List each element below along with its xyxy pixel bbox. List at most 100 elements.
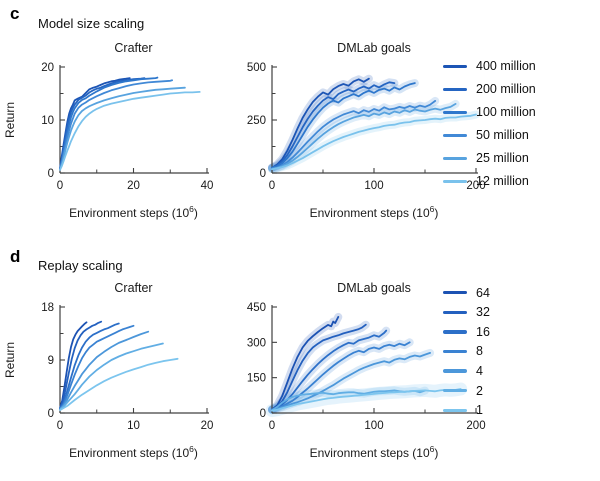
series-line-32 — [59, 320, 103, 410]
legend-swatch — [443, 179, 467, 184]
panel-d-letter: d — [10, 247, 21, 266]
legend-swatch — [443, 87, 467, 92]
y-tick-label: 150 — [247, 373, 266, 385]
x-tick-label: 0 — [57, 180, 63, 192]
legend-label: 4 — [476, 363, 483, 378]
series-line-200-million — [59, 77, 146, 170]
legend-swatch — [443, 64, 467, 69]
chart-c-dmlab: 0 250 500 0 100 200 DMLab goals Environment ste… — [247, 41, 486, 220]
legend-item: 4 — [443, 361, 490, 381]
y-tick-label: 450 — [247, 302, 266, 314]
legend-item: 400 million — [443, 55, 536, 78]
chart-title: DMLab goals — [337, 41, 411, 55]
y-tick-label: 0 — [48, 168, 54, 180]
legend-item: 100 million — [443, 101, 536, 124]
legend-item: 1 — [443, 401, 490, 421]
y-tick-label: 0 — [48, 408, 54, 420]
series-line-1 — [271, 388, 462, 412]
series-line-25-million — [271, 103, 457, 170]
series-line-8 — [271, 341, 411, 411]
x-tick-label: 100 — [364, 420, 383, 432]
legend-item: 12 million — [443, 170, 536, 193]
legend-swatch — [443, 408, 467, 413]
series-line-4 — [59, 330, 150, 411]
series-line-16 — [271, 329, 388, 411]
legend-swatch — [443, 310, 467, 315]
panel-d-subtitle: Replay scaling — [38, 258, 123, 273]
x-tick-label: 200 — [466, 180, 485, 192]
chart-title: Crafter — [114, 41, 152, 55]
legend-item: 8 — [443, 342, 490, 362]
legend-item: 50 million — [443, 124, 536, 147]
legend-swatch — [443, 389, 467, 393]
series-line-12-million — [271, 113, 477, 171]
y-tick-label: 18 — [41, 302, 54, 314]
legend-swatch — [443, 291, 467, 295]
series-line-25-million — [59, 86, 186, 171]
chart-d-dmlab: 0 150 300 450 0 100 200 DMLab goals Environment … — [247, 281, 486, 460]
chart-d-crafter: 0 9 18 0 10 20 Crafter Return Environment steps … — [3, 281, 214, 460]
x-tick-label: 0 — [269, 420, 275, 432]
legend-item: 2 — [443, 381, 490, 401]
legend-swatch — [443, 110, 467, 115]
legend-label: 16 — [476, 324, 490, 339]
x-tick-label: 10 — [127, 420, 140, 432]
series-line-2 — [59, 342, 164, 411]
legend-item: 32 — [443, 303, 490, 323]
y-tick-label: 250 — [247, 115, 266, 127]
x-tick-label: 0 — [57, 420, 63, 432]
series-line-8 — [59, 324, 135, 410]
x-axis-label: Environment steps (106) — [69, 444, 198, 460]
series-line-1 — [59, 357, 179, 412]
series-line-64 — [271, 316, 340, 411]
legend-swatch — [443, 330, 467, 334]
legend-label: 200 million — [476, 82, 536, 97]
legend-swatch — [443, 133, 467, 138]
legend-label: 12 million — [476, 174, 529, 189]
legend-label: 25 million — [476, 151, 529, 166]
series-line-100-million — [271, 82, 416, 169]
y-tick-label: 20 — [41, 62, 54, 74]
legend-model-size: 400 million 200 million 100 million 50 mill… — [443, 55, 536, 193]
legend-item: 16 — [443, 322, 490, 342]
legend-label: 100 million — [476, 105, 536, 120]
y-tick-label: 0 — [260, 408, 266, 420]
x-tick-label: 0 — [269, 180, 275, 192]
legend-swatch — [443, 369, 467, 373]
chart-c-crafter: 0 10 20 0 20 40 Crafter Return Environment steps… — [3, 41, 213, 220]
x-tick-label: 200 — [466, 420, 485, 432]
series-line-50-million — [59, 79, 174, 171]
series-line-12-million — [59, 91, 201, 171]
y-tick-label: 10 — [41, 115, 54, 127]
legend-item: 25 million — [443, 147, 536, 170]
x-axis-label: Environment steps (106) — [310, 444, 439, 460]
legend-label: 50 million — [476, 128, 529, 143]
legend-label: 8 — [476, 344, 483, 359]
legend-swatch — [443, 156, 467, 161]
series-line-200-million — [271, 81, 396, 169]
chart-title: Crafter — [114, 281, 152, 295]
legend-label: 1 — [476, 403, 483, 418]
legend-label: 400 million — [476, 59, 536, 74]
x-axis-label: Environment steps (106) — [310, 204, 439, 220]
series-line-16 — [59, 322, 120, 410]
y-tick-label: 9 — [48, 355, 54, 367]
series-line-400-million — [271, 77, 370, 169]
legend-label: 64 — [476, 285, 490, 300]
series-line-4 — [271, 352, 432, 412]
series-line-64 — [59, 321, 88, 410]
legend-label: 32 — [476, 305, 490, 320]
legend-item: 64 — [443, 283, 490, 303]
y-tick-label: 500 — [247, 62, 266, 74]
series-line-50-million — [271, 100, 437, 170]
panel-c-letter: c — [10, 4, 20, 23]
x-tick-label: 20 — [201, 420, 214, 432]
y-axis-label: Return — [3, 342, 17, 378]
legend-replay: 64 32 16 8 4 2 1 — [443, 283, 490, 420]
y-tick-label: 300 — [247, 337, 266, 349]
x-axis-label: Environment steps (106) — [69, 204, 198, 220]
series-line-100-million — [59, 76, 159, 171]
legend-label: 2 — [476, 383, 483, 398]
legend-swatch — [443, 349, 467, 354]
